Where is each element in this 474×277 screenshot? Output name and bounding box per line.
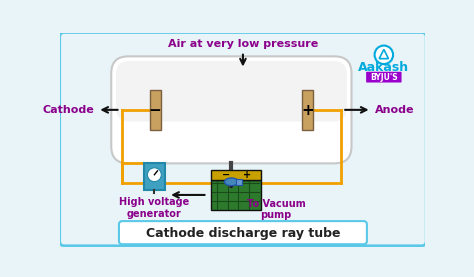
Bar: [236, 179, 242, 185]
Text: BYJU'S: BYJU'S: [370, 73, 398, 82]
Bar: [302, 90, 313, 130]
Bar: [150, 90, 161, 130]
Text: Cathode discharge ray tube: Cathode discharge ray tube: [146, 227, 340, 240]
FancyBboxPatch shape: [366, 72, 401, 83]
Bar: [210, 170, 261, 180]
Text: High voltage
generator: High voltage generator: [119, 197, 190, 219]
Text: +: +: [301, 103, 314, 118]
Bar: [144, 163, 165, 189]
Text: +: +: [243, 170, 251, 180]
FancyBboxPatch shape: [111, 56, 352, 163]
Ellipse shape: [225, 178, 238, 186]
Text: Air at very low pressure: Air at very low pressure: [168, 39, 318, 49]
Text: Anode: Anode: [374, 105, 414, 115]
Text: To Vacuum
pump: To Vacuum pump: [247, 199, 306, 220]
Text: −: −: [221, 170, 230, 180]
Circle shape: [147, 168, 161, 182]
FancyBboxPatch shape: [60, 32, 426, 246]
Text: Cathode: Cathode: [43, 105, 94, 115]
Text: Aakash: Aakash: [358, 61, 410, 75]
Text: −: −: [149, 103, 162, 118]
FancyBboxPatch shape: [116, 61, 347, 122]
FancyBboxPatch shape: [119, 221, 367, 244]
Bar: [210, 179, 261, 210]
Circle shape: [374, 45, 393, 64]
